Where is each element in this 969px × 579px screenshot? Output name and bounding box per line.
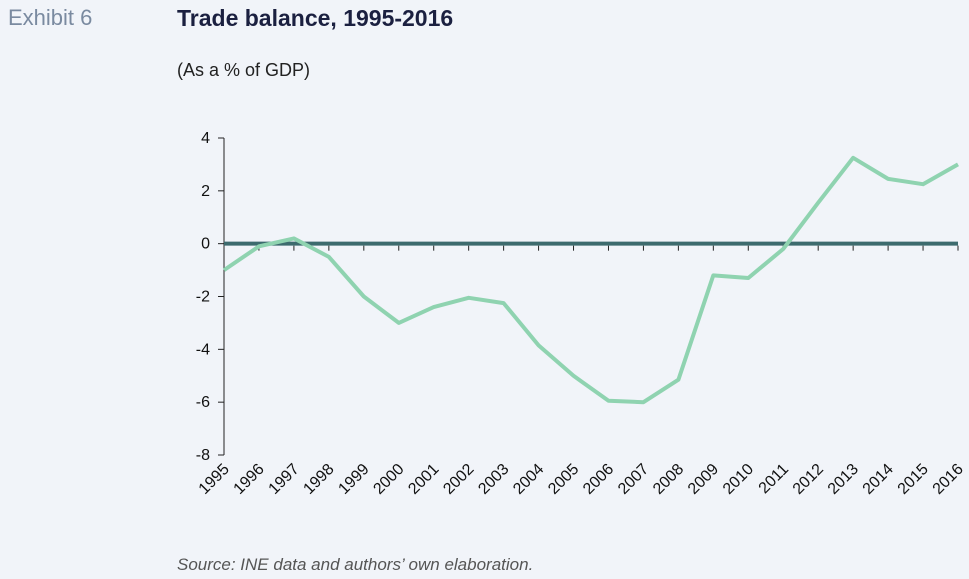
x-tick-label: 2007	[615, 461, 652, 498]
x-tick-label: 2016	[930, 461, 967, 498]
x-axis-ticks: 1995199619971998199920002001200220032004…	[196, 245, 967, 498]
x-tick-label: 1995	[196, 461, 233, 498]
x-tick-label: 2012	[790, 461, 827, 498]
x-tick-label: 2000	[370, 461, 407, 498]
x-tick-label: 2014	[860, 461, 897, 498]
y-tick-label: 4	[201, 130, 210, 147]
x-tick-label: 2011	[756, 461, 792, 497]
x-tick-label: 1998	[300, 461, 337, 498]
series-line-trade-balance	[222, 155, 959, 405]
x-tick-label: 2010	[720, 461, 757, 498]
x-tick-label: 2015	[895, 461, 932, 498]
x-tick-label: 1997	[266, 461, 303, 498]
x-tick-label: 2003	[475, 461, 512, 498]
exhibit-label: Exhibit 6	[8, 5, 93, 30]
x-tick-label: 2009	[685, 461, 722, 498]
x-tick-label: 2002	[440, 461, 477, 498]
x-tick-label: 2008	[650, 461, 687, 498]
y-tick-label: -4	[196, 341, 210, 358]
x-tick-label: 1999	[335, 461, 372, 498]
source-note: Source: INE data and authors’ own elabor…	[177, 555, 534, 574]
y-tick-label: -2	[196, 289, 210, 306]
x-tick-label: 2006	[580, 461, 617, 498]
x-tick-label: 2001	[405, 461, 442, 498]
y-tick-label: -6	[196, 394, 210, 411]
x-tick-label: 2005	[545, 461, 582, 498]
chart-title: Trade balance, 1995-2016	[177, 5, 454, 31]
y-tick-label: 2	[201, 183, 210, 200]
y-tick-label: 0	[201, 236, 210, 253]
y-axis-ticks: 4 2 0 -2 -4 -6 -8	[196, 130, 224, 464]
x-tick-label: 1996	[231, 461, 268, 498]
x-tick-label: 2013	[825, 461, 862, 498]
y-tick-label: -8	[196, 447, 210, 464]
chart-subtitle: (As a % of GDP)	[177, 60, 311, 80]
x-tick-label: 2004	[510, 461, 547, 498]
